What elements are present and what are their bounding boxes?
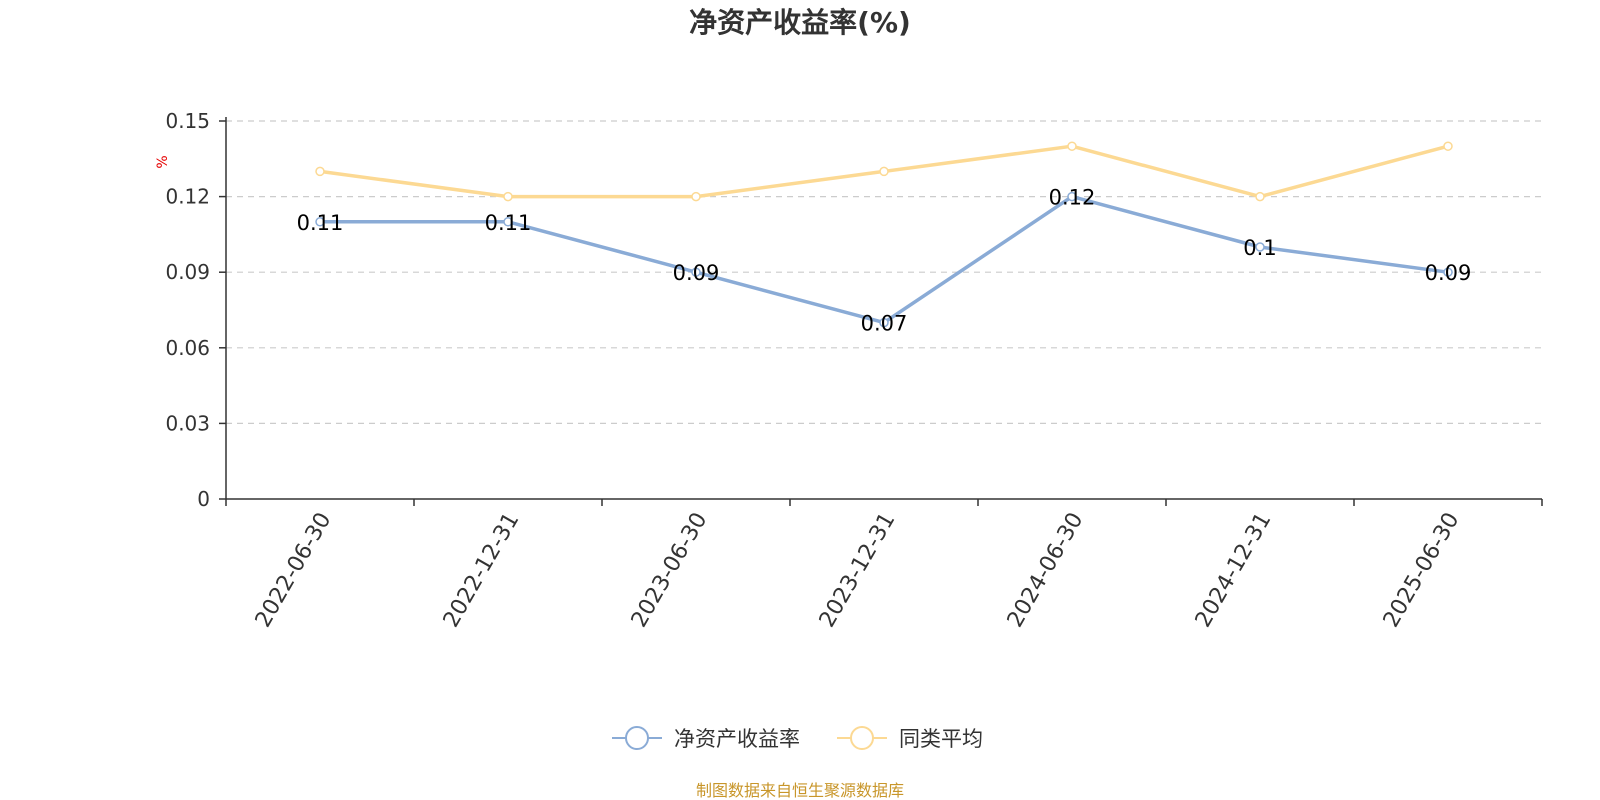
data-point[interactable]: [1067, 141, 1077, 151]
data-label: 0.11: [485, 211, 532, 235]
data-labels: 0.11 0.11 0.09 0.07 0.12 0.1 0.09: [297, 186, 1472, 336]
data-label: 0.11: [297, 211, 344, 235]
data-label: 0.07: [861, 312, 908, 336]
source-note: 制图数据来自恒生聚源数据库: [696, 781, 904, 800]
legend-marker: [850, 726, 874, 750]
y-tick-label: 0.12: [165, 185, 210, 209]
data-point[interactable]: [1443, 141, 1453, 151]
legend-item[interactable]: 同类平均: [837, 726, 983, 751]
legend-marker: [625, 726, 649, 750]
data-label: 0.09: [673, 261, 720, 285]
data-point[interactable]: [1255, 191, 1265, 202]
x-tick-label: 2025-06-30: [1379, 509, 1465, 632]
data-point[interactable]: [315, 166, 325, 177]
axes: 0 0.03 0.06 0.09 0.12 0.15 2022-06-30 2022-12-3…: [165, 109, 1543, 632]
x-tick-label: 2024-06-30: [1003, 509, 1089, 632]
data-point[interactable]: [1443, 267, 1453, 277]
data-point[interactable]: [879, 317, 889, 328]
y-tick-label: 0.06: [165, 336, 210, 360]
data-point[interactable]: [879, 166, 889, 177]
chart-title: 净资产收益率(%): [689, 6, 911, 39]
series-lines: [315, 141, 1453, 328]
legend-item[interactable]: 净资产收益率: [612, 726, 800, 751]
x-tick-label: 2022-06-30: [251, 509, 337, 632]
x-tick-label: 2024-12-31: [1191, 509, 1277, 632]
data-label: 0.1: [1243, 236, 1276, 260]
data-label: 0.12: [1049, 186, 1096, 210]
y-tick-label: 0.09: [165, 260, 210, 284]
x-tick-label: 2022-12-31: [439, 509, 525, 632]
y-tick-label: 0: [197, 487, 210, 511]
x-tick-label: 2023-06-30: [627, 509, 713, 632]
data-point[interactable]: [503, 191, 513, 202]
legend[interactable]: 净资产收益率 同类平均: [612, 726, 983, 751]
data-point[interactable]: [503, 217, 513, 227]
data-point[interactable]: [1067, 191, 1077, 202]
legend-label: 净资产收益率: [674, 727, 800, 751]
gridlines: [226, 120, 1542, 424]
data-point[interactable]: [691, 191, 701, 202]
y-tick-label: 0.03: [165, 411, 210, 435]
data-point[interactable]: [691, 267, 701, 277]
y-tick-label: 0.15: [165, 109, 210, 133]
legend-label: 同类平均: [899, 727, 983, 751]
data-label: 0.09: [1425, 261, 1472, 285]
x-tick-label: 2023-12-31: [815, 509, 901, 632]
data-point[interactable]: [315, 217, 325, 227]
y-axis-unit: %: [155, 155, 171, 168]
data-point[interactable]: [1255, 242, 1265, 252]
